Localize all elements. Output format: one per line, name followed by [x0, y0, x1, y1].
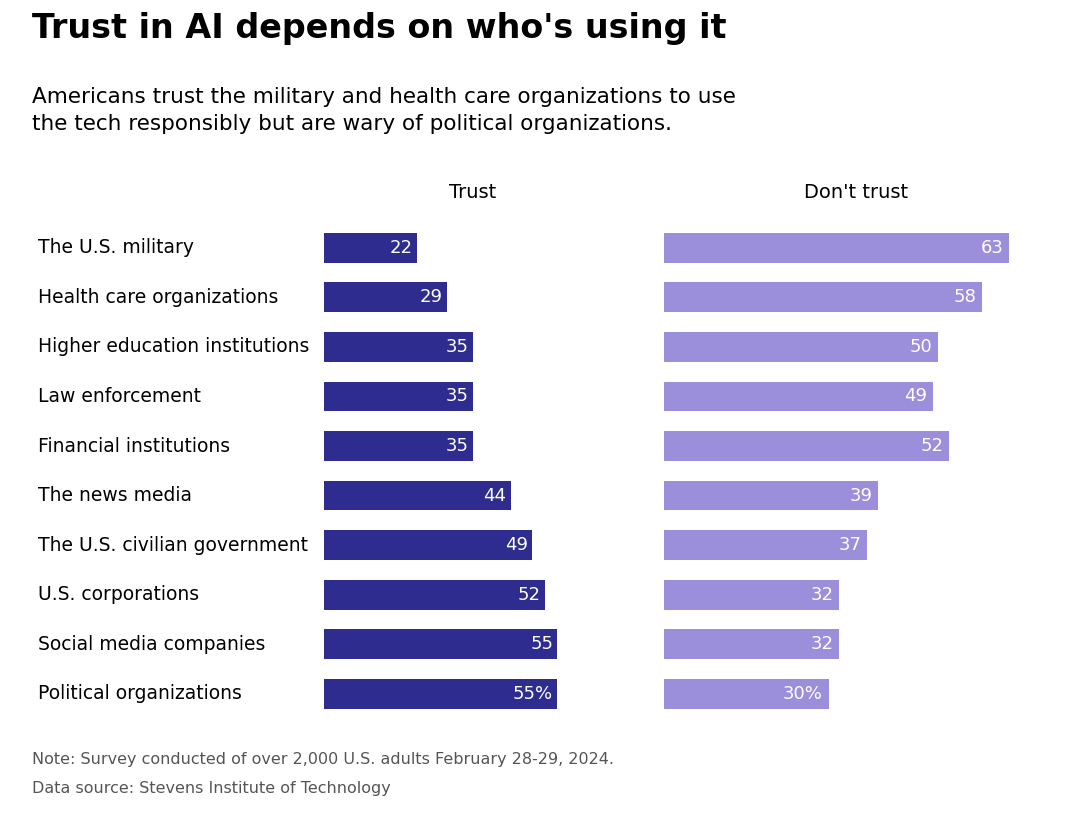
Text: Trust: Trust [449, 183, 496, 202]
Bar [664, 382, 932, 411]
Text: Health care organizations: Health care organizations [38, 287, 279, 307]
Bar [324, 332, 473, 362]
Text: The U.S. military: The U.S. military [38, 238, 194, 258]
Text: 37: 37 [838, 536, 862, 554]
Bar [664, 481, 878, 510]
Text: 35: 35 [445, 387, 469, 406]
Text: Trust in AI depends on who's using it: Trust in AI depends on who's using it [32, 12, 727, 45]
Text: Don't trust: Don't trust [804, 183, 908, 202]
Bar [664, 282, 982, 312]
Bar [324, 282, 447, 312]
Bar [324, 481, 511, 510]
Text: 35: 35 [445, 437, 469, 455]
Text: Financial institutions: Financial institutions [38, 436, 230, 456]
Text: 29: 29 [420, 288, 443, 306]
Text: 39: 39 [849, 487, 873, 505]
Text: 49: 49 [904, 387, 927, 406]
Text: 63: 63 [981, 239, 1003, 257]
Bar [324, 629, 557, 659]
Text: Note: Survey conducted of over 2,000 U.S. adults February 28-29, 2024.: Note: Survey conducted of over 2,000 U.S… [32, 752, 615, 767]
Text: 49: 49 [504, 536, 528, 554]
Text: 22: 22 [390, 239, 414, 257]
Text: Higher education institutions: Higher education institutions [38, 337, 310, 357]
Text: U.S. corporations: U.S. corporations [38, 585, 200, 605]
Text: Law enforcement: Law enforcement [38, 387, 201, 406]
Text: 44: 44 [484, 487, 507, 505]
Bar [324, 431, 473, 461]
Bar [324, 382, 473, 411]
Text: 50: 50 [909, 338, 932, 356]
Text: 32: 32 [811, 635, 834, 653]
Text: Data source: Stevens Institute of Technology: Data source: Stevens Institute of Techno… [32, 781, 391, 795]
Bar [664, 629, 839, 659]
Text: 58: 58 [954, 288, 976, 306]
Bar [664, 679, 828, 709]
Bar [664, 332, 939, 362]
Text: Political organizations: Political organizations [38, 684, 242, 704]
Bar [324, 679, 557, 709]
Text: The news media: The news media [38, 486, 192, 506]
Bar [324, 233, 417, 263]
Text: 55%: 55% [513, 685, 553, 703]
Bar [324, 530, 531, 560]
Bar [324, 580, 544, 610]
Text: The U.S. civilian government: The U.S. civilian government [38, 535, 308, 555]
Text: 55: 55 [530, 635, 553, 653]
Text: Social media companies: Social media companies [38, 634, 266, 654]
Text: 30%: 30% [783, 685, 823, 703]
Text: Americans trust the military and health care organizations to use
the tech respo: Americans trust the military and health … [32, 87, 737, 134]
Text: 52: 52 [517, 586, 540, 604]
Text: 32: 32 [811, 586, 834, 604]
Bar [664, 530, 867, 560]
Text: 52: 52 [920, 437, 944, 455]
Text: 35: 35 [445, 338, 469, 356]
Bar [664, 431, 949, 461]
Bar [664, 233, 1009, 263]
Bar [664, 580, 839, 610]
